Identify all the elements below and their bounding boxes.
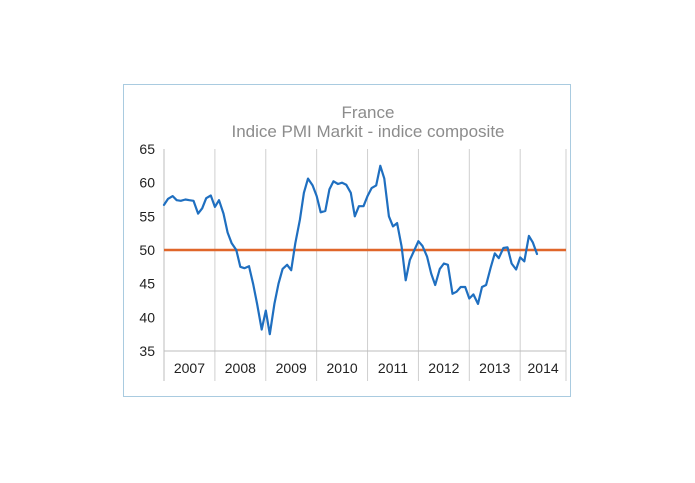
y-tick-labels: 35 40 45 50 55 60 65: [139, 141, 155, 359]
y-tick-label: 55: [139, 208, 155, 224]
axis-layer: [163, 149, 566, 381]
x-tick-labels: 2007 2008 2009 2010 2011 2012 2013 2014: [174, 360, 559, 376]
y-tick-label: 65: [139, 141, 155, 157]
series-layer: [162, 164, 539, 336]
y-tick-label: 60: [139, 175, 155, 191]
x-tick-label: 2012: [428, 360, 459, 376]
x-tick-label: 2008: [225, 360, 256, 376]
x-tick-label: 2010: [327, 360, 358, 376]
x-tick-label: 2007: [174, 360, 205, 376]
grid-layer: [214, 149, 567, 381]
x-tick-label: 2013: [479, 360, 510, 376]
series-line: [162, 164, 539, 336]
y-tick-label: 35: [139, 343, 155, 359]
chart-title: France: [342, 103, 395, 122]
x-tick-label: 2009: [276, 360, 307, 376]
x-tick-label: 2014: [528, 360, 559, 376]
y-tick-label: 50: [139, 242, 155, 258]
y-tick-label: 45: [139, 276, 155, 292]
pmi-line-chart: France Indice PMI Markit - indice compos…: [139, 103, 567, 381]
x-tick-label: 2011: [378, 360, 408, 376]
chart-frame: France Indice PMI Markit - indice compos…: [123, 84, 571, 397]
y-tick-label: 40: [139, 309, 155, 325]
chart-subtitle: Indice PMI Markit - indice composite: [231, 122, 504, 141]
